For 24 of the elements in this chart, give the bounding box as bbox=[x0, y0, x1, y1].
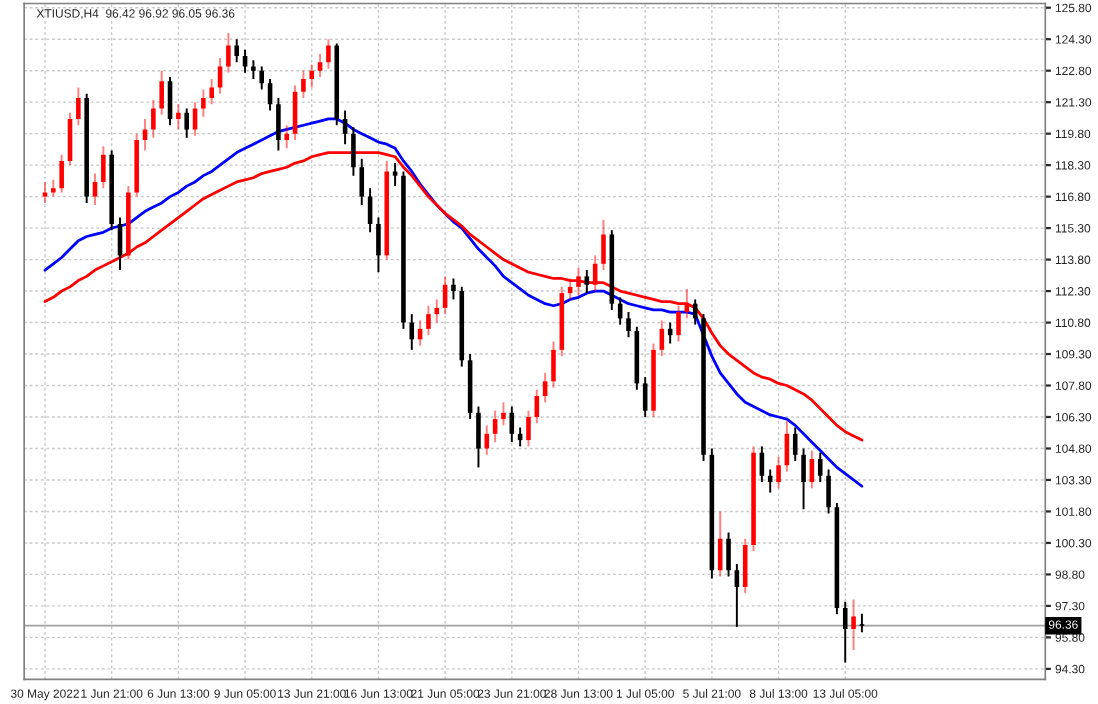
candlestick bbox=[584, 269, 590, 295]
candlestick bbox=[626, 311, 631, 339]
candlestick bbox=[259, 65, 265, 91]
candlestick bbox=[726, 531, 731, 578]
candlestick bbox=[359, 157, 365, 206]
candlestick bbox=[817, 451, 823, 484]
candlestick bbox=[792, 426, 798, 463]
candlestick bbox=[234, 38, 240, 64]
candlestick bbox=[184, 107, 189, 139]
candlestick bbox=[859, 612, 865, 634]
candlestick bbox=[801, 447, 806, 511]
candlestick bbox=[376, 216, 381, 274]
candlestick bbox=[276, 97, 281, 152]
candlestick bbox=[351, 126, 356, 177]
candlestick bbox=[826, 468, 831, 515]
candlestick bbox=[251, 59, 256, 81]
candlestick bbox=[476, 405, 481, 469]
candlestick bbox=[842, 600, 848, 664]
candlestick bbox=[392, 162, 398, 188]
candlestick bbox=[342, 109, 348, 146]
candlestick bbox=[767, 468, 773, 494]
candlestick bbox=[409, 313, 415, 351]
candlestick bbox=[451, 277, 456, 301]
candlestick bbox=[642, 376, 648, 418]
